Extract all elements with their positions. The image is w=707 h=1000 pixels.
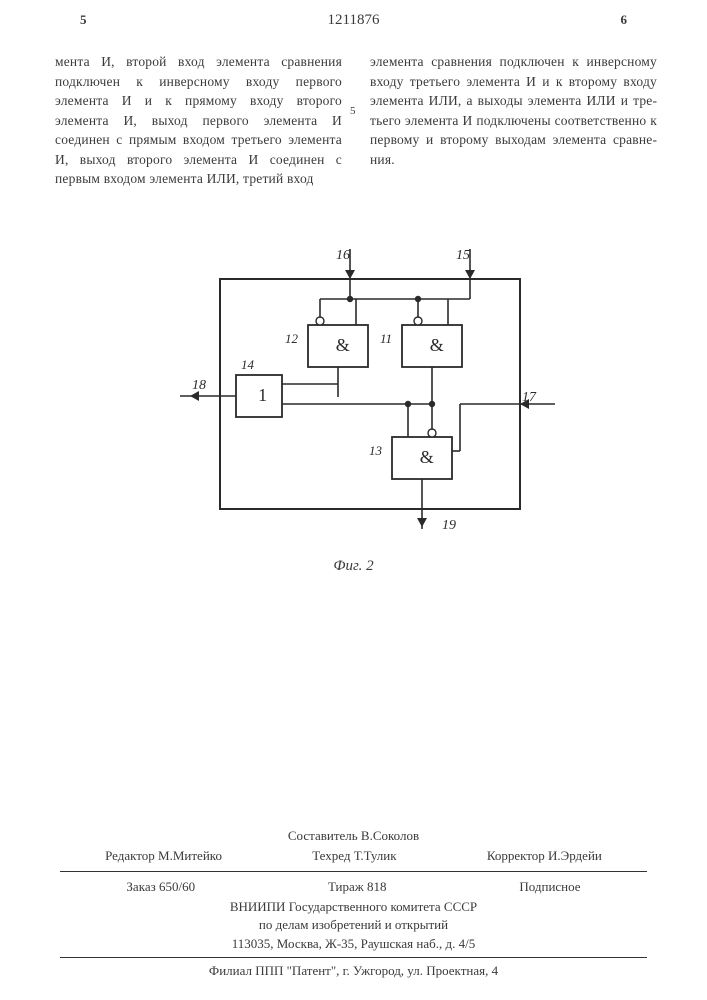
- body-text-columns: мента И, второй вход элемента срав­нения…: [0, 52, 707, 189]
- svg-text:13: 13: [369, 443, 383, 458]
- figure-caption: Фиг. 2: [0, 558, 707, 575]
- page-header: 5 1211876 6: [0, 0, 707, 52]
- svg-text:17: 17: [522, 390, 537, 405]
- divider: [60, 957, 647, 958]
- document-number: 1211876: [328, 12, 380, 29]
- page-number-right: 6: [621, 12, 628, 28]
- svg-text:12: 12: [285, 331, 299, 346]
- figure-2: 114 & 12 & 11 & 13 16 15 18 17 19 Фиг. 2: [0, 219, 707, 579]
- subscript-label: Подписное: [519, 878, 580, 896]
- figure-svg: 114 & 12 & 11 & 13 16 15 18 17 19: [0, 219, 707, 549]
- org-line-2: по делам изобретений и открытий: [60, 916, 647, 934]
- column-left: мента И, второй вход элемента срав­нения…: [55, 52, 342, 189]
- org-line-1: ВНИИПИ Государственного комитета СССР: [60, 898, 647, 916]
- svg-text:18: 18: [192, 378, 206, 393]
- svg-text:11: 11: [380, 331, 392, 346]
- tirazh-label: Тираж 818: [328, 878, 387, 896]
- column-right: элемента сравнения подключен к ин­версно…: [370, 52, 657, 189]
- corrector-label: Корректор И.Эрдейи: [487, 847, 602, 865]
- address-line: 113035, Москва, Ж-35, Раушская наб., д. …: [60, 935, 647, 953]
- svg-text:15: 15: [456, 248, 470, 263]
- svg-text:&: &: [336, 335, 350, 355]
- editorial-row: Редактор М.Митейко Техред Т.Тулик Коррек…: [60, 845, 647, 867]
- margin-line-marker: 5: [350, 105, 356, 117]
- order-row: Заказ 650/60 Тираж 818 Подписное: [60, 876, 647, 898]
- divider: [60, 871, 647, 872]
- order-label: Заказ 650/60: [126, 878, 195, 896]
- page-number-left: 5: [80, 12, 87, 28]
- svg-text:&: &: [420, 447, 434, 467]
- imprint-footer: Составитель В.Соколов Редактор М.Митейко…: [60, 827, 647, 980]
- compiler-line: Составитель В.Соколов: [60, 827, 647, 845]
- techred-label: Техред Т.Тулик: [312, 847, 396, 865]
- svg-text:&: &: [430, 335, 444, 355]
- editor-label: Редактор М.Митейко: [105, 847, 222, 865]
- svg-text:14: 14: [241, 357, 255, 372]
- svg-text:19: 19: [442, 518, 456, 533]
- svg-text:1: 1: [258, 385, 267, 405]
- svg-text:16: 16: [336, 248, 350, 263]
- branch-line: Филиал ППП "Патент", г. Ужгород, ул. Про…: [60, 962, 647, 980]
